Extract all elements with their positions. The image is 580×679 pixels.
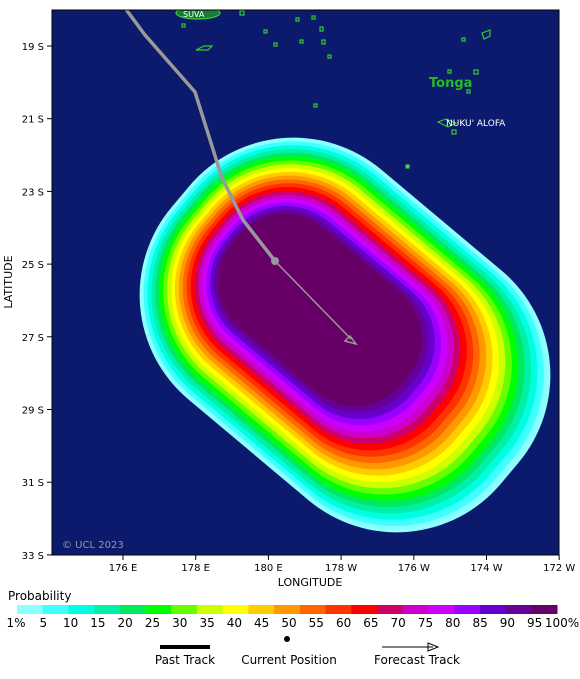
past-track-label: Past Track bbox=[155, 653, 215, 667]
map-frame bbox=[51, 9, 560, 556]
colorbar-cell bbox=[531, 605, 558, 614]
colorbar-label: 10 bbox=[63, 616, 78, 630]
lat-tick-label: 31 S bbox=[22, 478, 44, 489]
lon-tick-label: 172 W bbox=[543, 563, 575, 574]
track bbox=[124, 10, 358, 346]
land bbox=[175, 10, 491, 169]
colorbar: 1% 5 10 15 20 25 30 35 40 45 50 55 60 65 70 75 80 85 90 95 1… bbox=[6, 605, 579, 630]
lon-tick-label: 178 E bbox=[181, 563, 210, 574]
colorbar-cell bbox=[402, 605, 429, 614]
lon-tick-label: 180 E bbox=[254, 563, 283, 574]
lat-tick-label: 33 S bbox=[22, 551, 44, 562]
colorbar-cell bbox=[428, 605, 455, 614]
colorbar-cell bbox=[248, 605, 275, 614]
colorbar-label: 15 bbox=[90, 616, 105, 630]
forecast-track-line bbox=[274, 260, 352, 340]
lon-tick-label: 176 W bbox=[398, 563, 430, 574]
colorbar-cell bbox=[274, 605, 301, 614]
colorbar-label: 85 bbox=[472, 616, 487, 630]
legend-title: Probability bbox=[8, 589, 71, 603]
current-position-key bbox=[284, 636, 290, 642]
lon-tick-label: 178 W bbox=[325, 563, 357, 574]
lon-tick-label: 174 W bbox=[470, 563, 502, 574]
colorbar-label: 80 bbox=[445, 616, 460, 630]
colorbar-cell bbox=[94, 605, 121, 614]
colorbar-cell bbox=[454, 605, 481, 614]
lat-title: LATITUDE bbox=[2, 255, 15, 308]
colorbar-cell bbox=[42, 605, 69, 614]
colorbar-cell bbox=[145, 605, 172, 614]
colorbar-cell bbox=[479, 605, 507, 614]
lon-title: LONGITUDE bbox=[278, 576, 343, 589]
colorbar-cell bbox=[17, 605, 44, 614]
lon-tick-label: 176 E bbox=[109, 563, 138, 574]
forecast-arrow-key bbox=[427, 642, 440, 652]
colorbar-cell bbox=[351, 605, 378, 614]
probability-field bbox=[139, 137, 551, 533]
colorbar-label: 40 bbox=[227, 616, 242, 630]
colorbar-label: 95 bbox=[527, 616, 542, 630]
country-label: Tonga bbox=[429, 76, 472, 91]
credit: © UCL 2023 bbox=[62, 540, 124, 551]
colorbar-cell bbox=[119, 605, 147, 614]
colorbar-label: 60 bbox=[336, 616, 351, 630]
colorbar-label: 75 bbox=[418, 616, 433, 630]
colorbar-label: 25 bbox=[145, 616, 160, 630]
colorbar-label: 55 bbox=[309, 616, 324, 630]
lat-tick-label: 19 S bbox=[22, 42, 44, 53]
lat-tick-label: 23 S bbox=[22, 187, 44, 198]
colorbar-label: 20 bbox=[118, 616, 133, 630]
past-track-line bbox=[124, 10, 277, 263]
colorbar-label: 45 bbox=[254, 616, 269, 630]
lat-tick-label: 29 S bbox=[22, 406, 44, 417]
city-label: SUVA bbox=[183, 10, 205, 19]
colorbar-cell bbox=[68, 605, 95, 614]
colorbar-cell bbox=[171, 605, 198, 614]
probability-band bbox=[218, 213, 422, 407]
colorbar-cell bbox=[377, 605, 404, 614]
colorbar-label: 35 bbox=[199, 616, 214, 630]
axes: 19 S 21 S 23 S 25 S 27 S 29 S 31 S 33 S 176 E 178… bbox=[22, 42, 576, 574]
colorbar-label: 70 bbox=[391, 616, 406, 630]
colorbar-label: 50 bbox=[281, 616, 296, 630]
colorbar-cell bbox=[505, 605, 532, 614]
forecast-arrow bbox=[343, 334, 358, 346]
colorbar-label: 30 bbox=[172, 616, 187, 630]
colorbar-label: 90 bbox=[500, 616, 515, 630]
forecast-track-label: Forecast Track bbox=[374, 653, 460, 667]
colorbar-cell bbox=[299, 605, 327, 614]
lat-tick-label: 25 S bbox=[22, 260, 44, 271]
current-position bbox=[271, 257, 279, 265]
colorbar-label: 65 bbox=[363, 616, 378, 630]
lat-tick-label: 27 S bbox=[22, 333, 44, 344]
colorbar-cell bbox=[197, 605, 224, 614]
colorbar-label: 100% bbox=[545, 616, 579, 630]
colorbar-label: 1% bbox=[6, 616, 25, 630]
colorbar-label: 5 bbox=[39, 616, 47, 630]
lat-tick-label: 21 S bbox=[22, 115, 44, 126]
colorbar-cell bbox=[325, 605, 352, 614]
colorbar-cell bbox=[222, 605, 249, 614]
current-position-label: Current Position bbox=[241, 653, 337, 667]
capital-label: NUKU' ALOFA bbox=[446, 119, 506, 129]
